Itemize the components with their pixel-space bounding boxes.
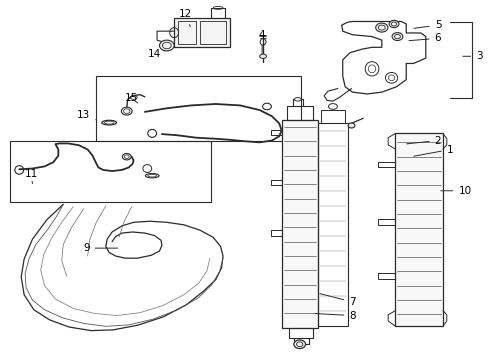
Ellipse shape xyxy=(122,107,132,115)
Text: 15: 15 xyxy=(125,93,138,103)
Bar xyxy=(318,123,347,326)
Ellipse shape xyxy=(294,340,306,348)
Text: 4: 4 xyxy=(259,30,266,54)
Text: 11: 11 xyxy=(24,168,38,184)
Bar xyxy=(96,76,301,140)
Text: 5: 5 xyxy=(414,20,441,30)
Text: 10: 10 xyxy=(441,186,471,196)
Ellipse shape xyxy=(376,23,388,32)
Bar xyxy=(321,110,345,123)
Text: 3: 3 xyxy=(463,51,483,61)
Bar xyxy=(178,21,196,44)
Ellipse shape xyxy=(159,40,174,51)
Ellipse shape xyxy=(392,33,403,41)
Ellipse shape xyxy=(348,123,355,128)
Text: 14: 14 xyxy=(148,49,164,59)
Ellipse shape xyxy=(294,98,301,101)
Text: 8: 8 xyxy=(315,311,356,320)
Text: 7: 7 xyxy=(320,294,356,307)
Bar xyxy=(282,120,319,328)
Bar xyxy=(395,134,443,326)
Ellipse shape xyxy=(122,153,131,160)
Bar xyxy=(10,140,211,202)
Text: 9: 9 xyxy=(83,243,118,253)
Bar xyxy=(200,21,226,44)
Text: 13: 13 xyxy=(77,110,96,120)
Text: 12: 12 xyxy=(179,9,192,27)
Text: 1: 1 xyxy=(414,144,454,156)
Bar xyxy=(287,107,314,120)
Ellipse shape xyxy=(260,54,267,58)
Bar xyxy=(174,18,230,47)
Bar xyxy=(289,328,314,338)
Text: 6: 6 xyxy=(409,33,441,43)
Text: 2: 2 xyxy=(407,136,441,145)
Ellipse shape xyxy=(389,21,399,28)
